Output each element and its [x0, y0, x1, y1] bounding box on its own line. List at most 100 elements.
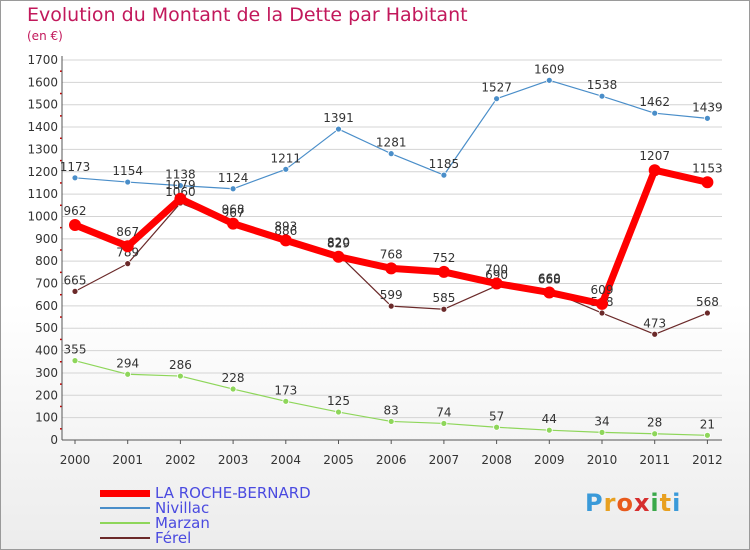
data-point-f-rel: [71, 287, 79, 295]
proxiti-logo: Proxiti: [585, 489, 681, 517]
data-point-la-roche-bernard: [227, 217, 240, 230]
data-label-nivillac: 1439: [692, 100, 723, 114]
data-point-nivillac: [282, 165, 290, 173]
data-point-marzan: [704, 431, 711, 439]
x-tick-label: 2011: [639, 453, 670, 467]
data-label-la-roche-bernard: 962: [64, 204, 87, 218]
data-label-nivillac: 1154: [112, 164, 143, 178]
legend-label: Férel: [155, 529, 192, 547]
x-tick-label: 2006: [376, 453, 407, 467]
data-point-nivillac: [71, 174, 79, 182]
data-point-marzan: [651, 430, 659, 438]
logo-letter: i: [650, 489, 660, 517]
data-point-marzan: [440, 420, 448, 427]
data-label-nivillac: 1173: [60, 160, 91, 174]
data-label-f-rel: 886: [274, 224, 297, 238]
x-tick-label: 2010: [587, 453, 618, 467]
data-point-nivillac: [704, 114, 711, 122]
data-label-marzan: 74: [436, 405, 451, 419]
data-label-la-roche-bernard: 1153: [692, 161, 723, 175]
y-tick-label: 100: [35, 411, 58, 425]
data-label-f-rel: 967: [222, 206, 245, 220]
y-tick-label: 0: [50, 433, 58, 447]
y-tick-label: 900: [35, 232, 58, 246]
legend-swatch: [100, 489, 150, 497]
y-tick-label: 1000: [27, 209, 58, 223]
data-point-nivillac: [124, 178, 132, 186]
x-tick-label: 2003: [218, 453, 249, 467]
data-label-la-roche-bernard: 820: [327, 236, 350, 250]
data-point-f-rel: [598, 309, 606, 317]
y-tick-label: 600: [35, 299, 58, 313]
data-point-la-roche-bernard: [279, 234, 292, 247]
logo-letter: r: [603, 489, 617, 517]
data-point-la-roche-bernard: [596, 297, 608, 310]
data-label-nivillac: 1281: [376, 136, 407, 150]
data-point-la-roche-bernard: [385, 262, 398, 275]
data-point-nivillac: [387, 150, 395, 158]
y-tick-label: 1400: [27, 120, 58, 134]
data-point-la-roche-bernard: [332, 250, 345, 263]
data-point-marzan: [229, 385, 237, 393]
x-tick-label: 2005: [323, 453, 354, 467]
data-label-f-rel: 665: [64, 273, 87, 287]
data-label-f-rel: 473: [643, 316, 666, 330]
x-tick-label: 2004: [271, 453, 302, 467]
data-point-marzan: [176, 372, 184, 380]
data-label-marzan: 34: [594, 414, 609, 428]
data-label-la-roche-bernard: 867: [116, 225, 139, 239]
data-point-nivillac: [493, 95, 501, 103]
data-point-nivillac: [176, 182, 184, 190]
y-tick-label: 200: [35, 388, 58, 402]
legend-label: Marzan: [155, 514, 210, 532]
y-tick-label: 1200: [27, 165, 58, 179]
data-point-f-rel: [651, 330, 659, 338]
data-label-marzan: 28: [647, 416, 662, 430]
data-point-f-rel: [440, 305, 448, 313]
y-tick-label: 1100: [27, 187, 58, 201]
x-tick-label: 2007: [429, 453, 460, 467]
data-point-f-rel: [704, 309, 711, 317]
data-point-nivillac: [229, 185, 237, 193]
data-point-la-roche-bernard: [121, 240, 134, 253]
data-point-la-roche-bernard: [701, 176, 714, 189]
y-tick-label: 300: [35, 366, 58, 380]
data-label-marzan: 173: [274, 383, 297, 397]
data-label-la-roche-bernard: 768: [380, 247, 403, 261]
data-point-marzan: [335, 408, 342, 416]
y-tick-label: 1700: [27, 53, 58, 67]
data-label-f-rel: 690: [485, 268, 508, 282]
data-point-la-roche-bernard: [69, 218, 81, 231]
data-label-marzan: 44: [542, 412, 557, 426]
data-label-nivillac: 1124: [218, 171, 249, 185]
data-point-la-roche-bernard: [490, 277, 503, 290]
data-point-la-roche-bernard: [174, 192, 187, 205]
x-tick-label: 2000: [60, 453, 91, 467]
y-tick-label: 1500: [27, 98, 58, 112]
y-tick-label: 400: [35, 344, 58, 358]
logo-letter: x: [633, 489, 651, 517]
data-label-nivillac: 1538: [587, 78, 618, 92]
legend-swatch: [100, 522, 150, 524]
legend-swatch: [100, 537, 150, 539]
logo-letter: i: [672, 489, 682, 517]
legend-label: LA ROCHE-BERNARD: [155, 484, 311, 502]
x-tick-label: 2002: [165, 453, 196, 467]
x-tick-label: 2008: [481, 453, 512, 467]
data-point-nivillac: [545, 76, 553, 84]
data-label-marzan: 228: [222, 371, 245, 385]
data-label-f-rel: 789: [116, 246, 139, 260]
data-point-marzan: [124, 370, 132, 378]
data-label-marzan: 83: [384, 403, 399, 417]
data-label-f-rel: 568: [696, 295, 719, 309]
data-label-nivillac: 1185: [429, 157, 460, 171]
y-tick-label: 800: [35, 254, 58, 268]
data-label-f-rel: 1060: [165, 185, 196, 199]
data-point-marzan: [598, 428, 606, 436]
data-label-la-roche-bernard: 609: [591, 283, 614, 297]
data-point-marzan: [387, 418, 395, 425]
y-tick-label: 500: [35, 321, 58, 335]
data-point-nivillac: [335, 125, 342, 133]
